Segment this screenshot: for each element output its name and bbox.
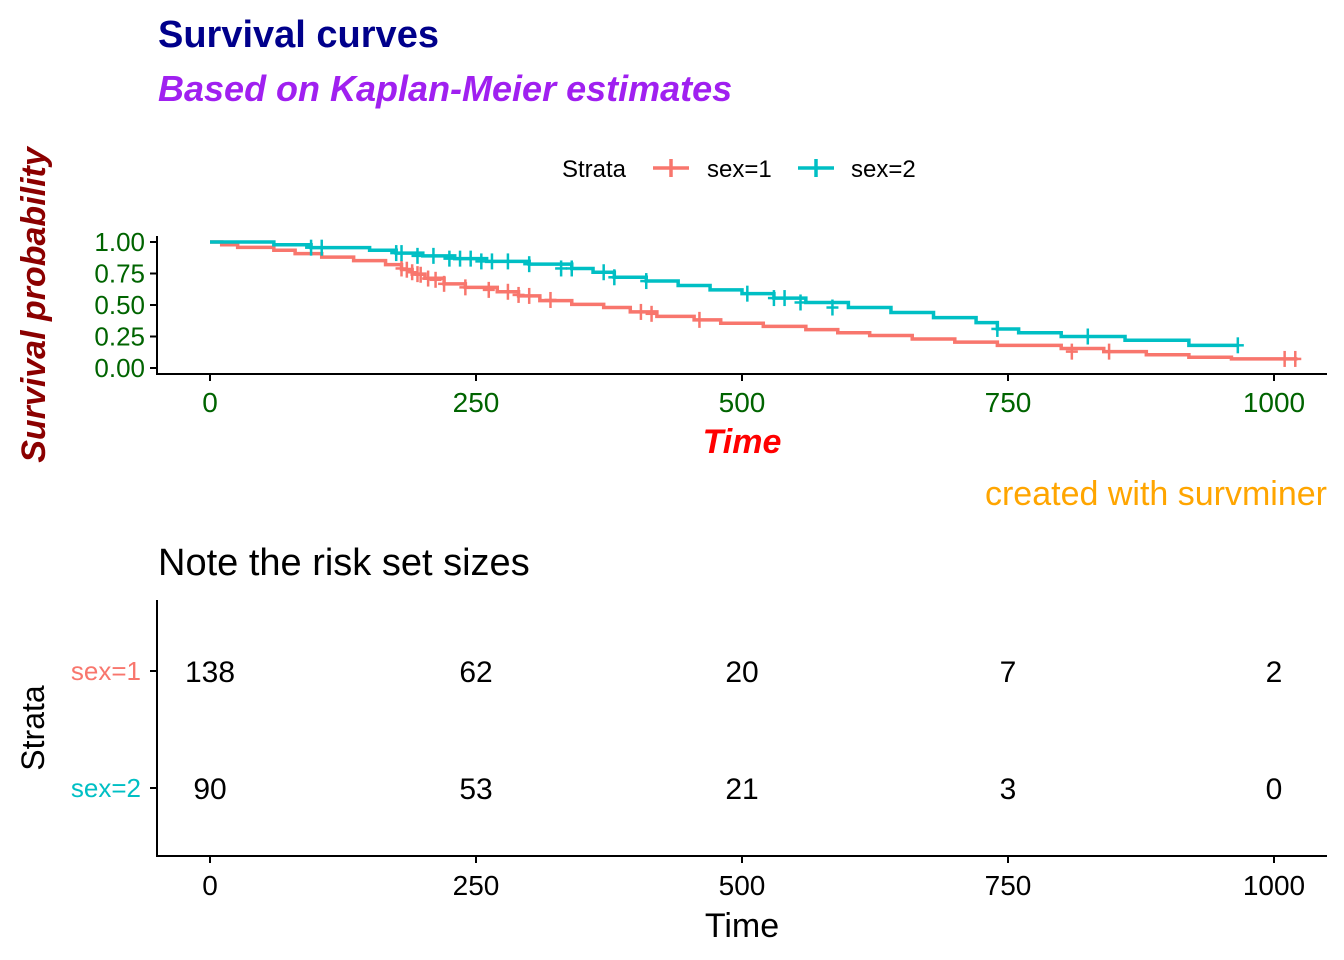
chart-title: Survival curves xyxy=(158,14,439,56)
censor-mark-sex1 xyxy=(523,287,536,304)
legend-key-sex1 xyxy=(653,159,689,177)
risk-x-tick-label: 750 xyxy=(985,870,1032,901)
censor-mark-sex2 xyxy=(741,285,754,302)
risk-value: 21 xyxy=(725,773,758,806)
censor-mark-sex2 xyxy=(395,245,408,262)
risk-table-title: Note the risk set sizes xyxy=(158,542,530,584)
legend-label-sex1: sex=1 xyxy=(707,156,772,183)
censor-mark-sex2 xyxy=(565,260,578,277)
km-y-tick-label: 0.75 xyxy=(94,259,145,289)
chart-subtitle: Based on Kaplan-Meier estimates xyxy=(158,68,732,109)
censor-mark-sex2 xyxy=(443,250,456,267)
censor-mark-sex1 xyxy=(645,305,658,322)
censor-mark-sex2 xyxy=(427,247,440,264)
risk-x-tick-label: 1000 xyxy=(1243,870,1305,901)
censor-mark-sex2 xyxy=(475,253,488,270)
km-x-tick-label: 0 xyxy=(202,387,218,418)
risk-x-ticks: 0 250 500 750 1000 xyxy=(202,856,1305,901)
km-y-tick-label: 1.00 xyxy=(94,227,145,257)
censor-mark-sex2 xyxy=(794,294,807,311)
censor-mark-sex2 xyxy=(315,239,328,256)
km-x-tick-label: 1000 xyxy=(1243,387,1305,418)
km-x-tick-label: 250 xyxy=(453,387,500,418)
censor-mark-sex2 xyxy=(640,273,653,290)
km-x-axis-label: Time xyxy=(703,423,782,461)
km-y-tick-label: 0.50 xyxy=(94,290,145,320)
censor-mark-sex2 xyxy=(501,253,514,270)
censor-mark-sex1 xyxy=(429,271,442,288)
caption: created with survminer xyxy=(985,475,1327,513)
censor-mark-sex2 xyxy=(767,290,780,307)
censor-mark-sex1 xyxy=(414,266,427,283)
km-curve-sex1 xyxy=(210,240,1298,361)
censor-mark-sex1 xyxy=(482,281,495,298)
censor-mark-sex1 xyxy=(1065,343,1078,360)
risk-value: 90 xyxy=(193,773,226,806)
km-y-tick-label: 0.00 xyxy=(94,353,145,383)
risk-value: 53 xyxy=(459,773,492,806)
km-y-ticks: 0.000.250.500.751.00 xyxy=(94,227,157,383)
censor-mark-sex2 xyxy=(464,250,477,267)
risk-value: 20 xyxy=(725,656,758,689)
censor-mark-sex1 xyxy=(544,291,557,308)
risk-value: 2 xyxy=(1266,656,1283,689)
censor-mark-sex2 xyxy=(1081,328,1094,345)
km-x-tick-label: 750 xyxy=(985,387,1032,418)
risk-row-label: sex=1 xyxy=(71,656,141,686)
km-x-ticks: 0 250 500 750 1000 xyxy=(202,374,1305,418)
km-curves xyxy=(210,239,1302,367)
risk-value: 3 xyxy=(1000,773,1017,806)
censor-mark-sex1 xyxy=(1278,350,1291,367)
censor-mark-sex1 xyxy=(422,270,435,287)
censor-mark-sex2 xyxy=(597,264,610,281)
censor-mark-sex1 xyxy=(512,286,525,303)
censor-mark-sex2 xyxy=(305,239,318,256)
risk-x-axis-label: Time xyxy=(705,907,779,945)
km-x-tick-label: 500 xyxy=(719,387,766,418)
censor-mark-sex2 xyxy=(778,290,791,307)
censor-mark-sex2 xyxy=(485,253,498,270)
legend-title: Strata xyxy=(562,156,627,183)
censor-mark-sex2 xyxy=(608,269,621,286)
risk-value: 62 xyxy=(459,656,492,689)
risk-x-tick-label: 250 xyxy=(453,870,500,901)
risk-rows: sex=1 138 62 20 7 2 sex=2 90 53 21 3 0 xyxy=(71,656,1282,806)
censor-mark-sex1 xyxy=(693,311,706,328)
censor-mark-sex1 xyxy=(501,283,514,300)
censor-mark-sex1 xyxy=(1289,350,1302,367)
censor-mark-sex2 xyxy=(1231,337,1244,354)
censor-mark-sex2 xyxy=(454,250,467,267)
risk-x-tick-label: 0 xyxy=(202,870,218,901)
km-curve-sex2 xyxy=(210,240,1238,348)
censor-mark-sex1 xyxy=(634,303,647,320)
censor-mark-sex2 xyxy=(555,260,568,277)
risk-value: 138 xyxy=(185,656,235,689)
km-y-tick-label: 0.25 xyxy=(94,322,145,352)
legend: Strata sex=1 sex=2 xyxy=(562,156,916,183)
legend-key-sex2 xyxy=(798,159,834,177)
risk-row-label: sex=2 xyxy=(71,773,141,803)
censor-mark-sex1 xyxy=(400,261,413,278)
censor-mark-sex1 xyxy=(406,264,419,281)
risk-x-tick-label: 500 xyxy=(719,870,766,901)
censor-mark-sex2 xyxy=(991,320,1004,337)
censor-mark-sex1 xyxy=(438,275,451,292)
censor-mark-sex2 xyxy=(523,256,536,273)
legend-label-sex2: sex=2 xyxy=(851,156,916,183)
risk-value: 7 xyxy=(1000,656,1017,689)
risk-y-axis-label: Strata xyxy=(15,685,51,771)
censor-mark-sex2 xyxy=(826,299,839,316)
censor-mark-sex1 xyxy=(459,279,472,296)
risk-value: 0 xyxy=(1266,773,1283,806)
censor-mark-sex2 xyxy=(411,247,424,264)
censor-mark-sex1 xyxy=(1103,343,1116,360)
censor-mark-sex1 xyxy=(395,260,408,277)
km-y-axis-label: Survival probability xyxy=(15,145,53,463)
